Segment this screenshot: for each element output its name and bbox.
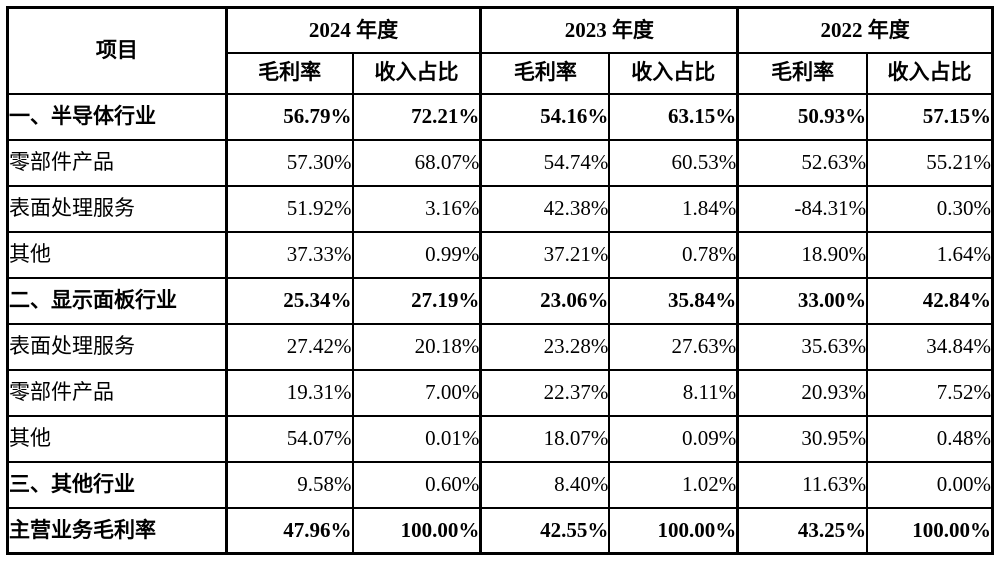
cell-2024-revenue-share: 72.21% (351, 92, 482, 141)
cell-2024-margin: 27.42% (224, 322, 354, 371)
cell-2024-margin: 25.34% (224, 276, 354, 325)
row-label: 二、显示面板行业 (6, 276, 228, 325)
cell-2023-margin: 54.74% (479, 138, 611, 187)
row-label: 一、半导体行业 (6, 92, 228, 141)
cell-2022-margin: 20.93% (736, 368, 869, 417)
cell-2024-revenue-share: 20.18% (351, 322, 482, 371)
cell-2023-revenue-share: 60.53% (608, 138, 739, 187)
cell-2022-margin: 35.63% (736, 322, 869, 371)
cell-2023-revenue-share: 8.11% (608, 368, 739, 417)
row-label: 表面处理服务 (6, 184, 228, 233)
cell-2024-margin: 57.30% (224, 138, 354, 187)
cell-2022-margin: 50.93% (736, 92, 869, 141)
cell-2022-revenue-share: 7.52% (866, 368, 994, 417)
cell-2023-margin: 54.16% (479, 92, 611, 141)
cell-2022-revenue-share: 0.48% (866, 414, 994, 463)
cell-2022-revenue-share: 1.64% (866, 230, 994, 279)
cell-2022-margin: 30.95% (736, 414, 869, 463)
cell-2022-revenue-share: 55.21% (866, 138, 994, 187)
cell-2023-revenue-share: 0.78% (608, 230, 739, 279)
row-label: 三、其他行业 (6, 460, 228, 509)
row-label: 其他 (6, 414, 228, 463)
cell-2023-margin: 23.06% (479, 276, 611, 325)
header-2022-revenue-share: 收入占比 (866, 51, 994, 95)
cell-2022-revenue-share: 34.84% (866, 322, 994, 371)
cell-2023-margin: 18.07% (479, 414, 611, 463)
table-row-semiconductor-industry: 一、半导体行业 56.79% 72.21% 54.16% 63.15% 50.9… (6, 92, 994, 141)
table-row-other: 其他 54.07% 0.01% 18.07% 0.09% 30.95% 0.48… (6, 414, 994, 463)
cell-2024-margin: 37.33% (224, 230, 354, 279)
header-year-2022: 2022 年度 (736, 6, 994, 54)
cell-2024-margin: 54.07% (224, 414, 354, 463)
cell-2024-revenue-share: 0.99% (351, 230, 482, 279)
table-row-display-panel-industry: 二、显示面板行业 25.34% 27.19% 23.06% 35.84% 33.… (6, 276, 994, 325)
cell-2024-revenue-share: 0.60% (351, 460, 482, 509)
cell-2023-revenue-share: 63.15% (608, 92, 739, 141)
header-year-2024: 2024 年度 (224, 6, 482, 54)
table-row-components-products: 零部件产品 57.30% 68.07% 54.74% 60.53% 52.63%… (6, 138, 994, 187)
header-2023-margin: 毛利率 (479, 51, 611, 95)
header-row-subcolumns: 毛利率 收入占比 毛利率 收入占比 毛利率 收入占比 (8, 51, 994, 95)
cell-2022-margin: 18.90% (736, 230, 869, 279)
cell-2024-margin: 47.96% (224, 506, 354, 555)
cell-2023-revenue-share: 100.00% (608, 506, 739, 555)
table-row-components-products: 零部件产品 19.31% 7.00% 22.37% 8.11% 20.93% 7… (6, 368, 994, 417)
cell-2023-revenue-share: 1.84% (608, 184, 739, 233)
header-year-2023: 2023 年度 (479, 6, 739, 54)
cell-2022-margin: 52.63% (736, 138, 869, 187)
header-2022-margin: 毛利率 (736, 51, 869, 95)
cell-2024-margin: 56.79% (224, 92, 354, 141)
row-label: 主营业务毛利率 (6, 506, 228, 555)
cell-2022-margin: 33.00% (736, 276, 869, 325)
header-row-years: 项目 2024 年度 2023 年度 2022 年度 (6, 6, 994, 95)
cell-2023-margin: 37.21% (479, 230, 611, 279)
cell-2022-revenue-share: 57.15% (866, 92, 994, 141)
cell-2023-margin: 22.37% (479, 368, 611, 417)
cell-2023-margin: 42.55% (479, 506, 611, 555)
header-2024-revenue-share: 收入占比 (351, 51, 482, 95)
cell-2022-margin: 11.63% (736, 460, 869, 509)
cell-2023-margin: 42.38% (479, 184, 611, 233)
table-row-surface-treatment-services: 表面处理服务 51.92% 3.16% 42.38% 1.84% -84.31%… (6, 184, 994, 233)
cell-2023-revenue-share: 1.02% (608, 460, 739, 509)
cell-2023-revenue-share: 27.63% (608, 322, 739, 371)
header-item: 项目 (6, 6, 228, 95)
header-2024-margin: 毛利率 (224, 51, 354, 95)
row-label: 表面处理服务 (6, 322, 228, 371)
cell-2024-margin: 51.92% (224, 184, 354, 233)
cell-2024-revenue-share: 7.00% (351, 368, 482, 417)
cell-2024-revenue-share: 3.16% (351, 184, 482, 233)
cell-2023-revenue-share: 0.09% (608, 414, 739, 463)
cell-2022-margin: -84.31% (736, 184, 869, 233)
gross-margin-table: 项目 2024 年度 2023 年度 2022 年度 毛利率 收入占比 毛利率 … (6, 6, 994, 555)
header-2023-revenue-share: 收入占比 (608, 51, 739, 95)
cell-2022-revenue-share: 42.84% (866, 276, 994, 325)
cell-2023-margin: 8.40% (479, 460, 611, 509)
row-label: 其他 (6, 230, 228, 279)
cell-2024-revenue-share: 27.19% (351, 276, 482, 325)
table-row-surface-treatment-services: 表面处理服务 27.42% 20.18% 23.28% 27.63% 35.63… (6, 322, 994, 371)
cell-2022-revenue-share: 0.30% (866, 184, 994, 233)
cell-2024-margin: 9.58% (224, 460, 354, 509)
cell-2024-margin: 19.31% (224, 368, 354, 417)
cell-2022-revenue-share: 100.00% (866, 506, 994, 555)
row-label: 零部件产品 (6, 368, 228, 417)
cell-2023-revenue-share: 35.84% (608, 276, 739, 325)
table-row-main-business-gross-margin: 主营业务毛利率 47.96% 100.00% 42.55% 100.00% 43… (6, 506, 994, 555)
cell-2024-revenue-share: 0.01% (351, 414, 482, 463)
row-label: 零部件产品 (6, 138, 228, 187)
cell-2024-revenue-share: 68.07% (351, 138, 482, 187)
table-row-other: 其他 37.33% 0.99% 37.21% 0.78% 18.90% 1.64… (6, 230, 994, 279)
table-row-other-industries: 三、其他行业 9.58% 0.60% 8.40% 1.02% 11.63% 0.… (6, 460, 994, 509)
cell-2023-margin: 23.28% (479, 322, 611, 371)
cell-2022-revenue-share: 0.00% (866, 460, 994, 509)
cell-2024-revenue-share: 100.00% (351, 506, 482, 555)
cell-2022-margin: 43.25% (736, 506, 869, 555)
